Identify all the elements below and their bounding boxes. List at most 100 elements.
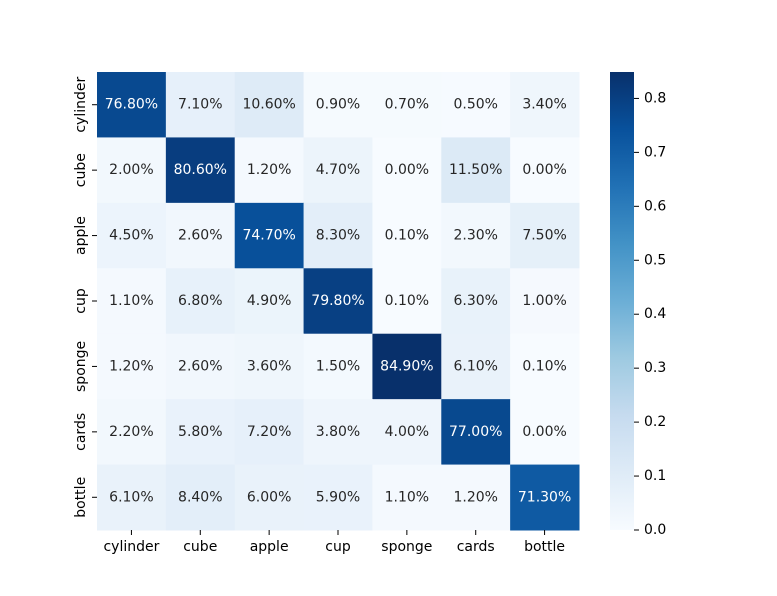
cell-value-label: 1.00% (522, 293, 566, 309)
cell-value-label: 84.90% (380, 358, 433, 374)
heatmap-cell (234, 137, 305, 204)
cell-value-label: 1.50% (316, 358, 360, 374)
colorbar-tick-label: 0.2 (644, 414, 666, 430)
cell-value-label: 3.80% (316, 424, 360, 440)
heatmap-cell (234, 464, 305, 531)
cell-value-label: 7.10% (178, 97, 222, 113)
cell-value-label: 4.70% (316, 162, 360, 178)
cell-value-label: 8.30% (316, 228, 360, 244)
cell-value-label: 2.00% (109, 162, 153, 178)
heatmap-cell (372, 333, 442, 400)
cell-value-label: 0.00% (385, 162, 429, 178)
y-tick-label: apple (73, 216, 89, 255)
cell-value-label: 0.50% (453, 97, 497, 113)
heatmap-cell (234, 268, 305, 335)
colorbar-tick-label: 0.4 (644, 306, 666, 322)
heatmap-cell (234, 333, 305, 400)
cell-value-label: 7.20% (247, 424, 291, 440)
heatmap-cell (165, 464, 236, 531)
y-tick-label: cup (73, 288, 89, 314)
cell-value-label: 4.90% (247, 293, 291, 309)
cell-value-label: 0.90% (316, 97, 360, 113)
heatmap-cell (165, 268, 236, 335)
cell-value-label: 7.50% (522, 228, 566, 244)
y-tick-label: sponge (73, 341, 89, 392)
y-tick-label: cards (73, 413, 89, 451)
x-tick-label: sponge (381, 539, 432, 555)
cell-value-label: 10.60% (242, 97, 295, 113)
y-tick-label: bottle (73, 477, 89, 518)
heatmap-cell (372, 464, 442, 531)
cell-value-label: 1.20% (247, 162, 291, 178)
heatmap-cell (303, 137, 373, 204)
heatmap-cell (510, 464, 580, 531)
heatmap-cell (97, 464, 167, 531)
heatmap-cell (510, 202, 580, 269)
cell-value-label: 80.60% (174, 162, 227, 178)
colorbar-tick-label: 0.3 (644, 360, 666, 376)
heatmap-cell (165, 202, 236, 269)
heatmap-cell (97, 333, 167, 400)
heatmap-cell (510, 72, 580, 138)
cell-value-label: 5.80% (178, 424, 222, 440)
x-tick-label: cube (183, 539, 217, 555)
cell-value-label: 77.00% (449, 424, 502, 440)
heatmap-cell (441, 72, 511, 138)
heatmap-cell (372, 202, 442, 269)
heatmap-cell (441, 202, 511, 269)
heatmap-cell (510, 399, 580, 466)
colorbar-tick-label: 0.8 (644, 90, 666, 106)
colorbar-tick-label: 0.5 (644, 252, 666, 268)
cell-value-label: 0.10% (522, 358, 566, 374)
heatmap-cell (441, 464, 511, 531)
cell-value-label: 3.60% (247, 358, 291, 374)
heatmap-cell (303, 72, 373, 138)
cell-value-label: 0.70% (385, 97, 429, 113)
cell-value-label: 71.30% (518, 489, 571, 505)
x-tick-label: cup (325, 539, 351, 555)
cell-value-label: 2.60% (178, 358, 222, 374)
cell-value-label: 79.80% (311, 293, 364, 309)
cell-value-label: 2.30% (453, 228, 497, 244)
heatmap-cell (165, 399, 236, 466)
heatmap-cell (97, 137, 167, 204)
heatmap-cell (372, 137, 442, 204)
cell-value-label: 0.10% (385, 228, 429, 244)
heatmap-cell (303, 202, 373, 269)
cell-value-label: 11.50% (449, 162, 502, 178)
heatmap-cell (303, 464, 373, 531)
heatmap-cell (303, 399, 373, 466)
x-tick-label: bottle (524, 539, 565, 555)
heatmap-cell (97, 399, 167, 466)
x-tick-label: cylinder (103, 539, 159, 555)
cell-value-label: 1.10% (385, 489, 429, 505)
heatmap-cell (234, 202, 305, 269)
cell-value-label: 1.10% (109, 293, 153, 309)
cell-value-label: 2.60% (178, 228, 222, 244)
heatmap-cell (441, 268, 511, 335)
heatmap-cell (441, 137, 511, 204)
heatmap-cell (165, 333, 236, 400)
heatmap-cell (441, 333, 511, 400)
colorbar-gradient (610, 72, 634, 530)
cell-value-label: 76.80% (105, 97, 158, 113)
heatmap-cell (165, 72, 236, 138)
heatmap-cell (234, 72, 305, 138)
x-tick-label: apple (250, 539, 289, 555)
cell-value-label: 8.40% (178, 489, 222, 505)
heatmap-cell (441, 399, 511, 466)
heatmap-cell (165, 137, 236, 204)
heatmap-cell (303, 268, 373, 335)
colorbar-tick-label: 0.6 (644, 198, 666, 214)
colorbar-tick-label: 0.7 (644, 144, 666, 160)
cell-value-label: 0.10% (385, 293, 429, 309)
cell-value-label: 4.00% (385, 424, 429, 440)
cell-value-label: 6.10% (109, 489, 153, 505)
cell-value-label: 6.80% (178, 293, 222, 309)
heatmap-cell (97, 202, 167, 269)
y-tick-label: cylinder (73, 77, 89, 133)
heatmap-cell (303, 333, 373, 400)
cell-value-label: 2.20% (109, 424, 153, 440)
y-tick-label: cube (73, 153, 89, 187)
y-axis-ticks: cylinder cube apple cup sponge cards bottle (73, 77, 97, 518)
